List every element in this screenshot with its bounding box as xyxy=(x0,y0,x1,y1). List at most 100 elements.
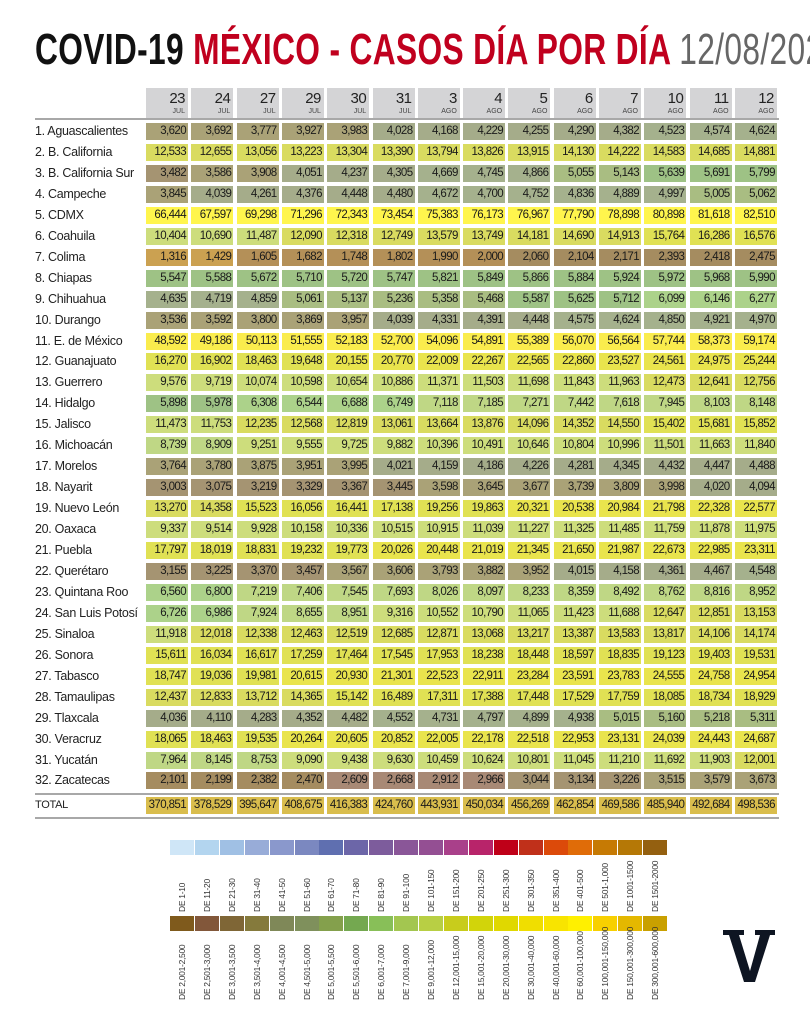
case-count-cell: 5,587 xyxy=(508,290,551,308)
case-count-cell: 10,515 xyxy=(372,521,415,539)
case-count-cell: 15,681 xyxy=(689,416,732,434)
case-count-cell: 3,075 xyxy=(191,479,234,497)
case-count-cell: 20,984 xyxy=(599,500,641,518)
case-count-cell: 6,277 xyxy=(734,290,777,308)
case-count-cell: 18,463 xyxy=(191,730,234,748)
legend-label: DE 351-400 xyxy=(550,869,561,912)
case-count-cell: 15,523 xyxy=(236,500,279,518)
case-count-cell: 24,039 xyxy=(644,730,687,748)
column-month: JUL xyxy=(399,108,412,115)
case-count-cell: 3,957 xyxy=(327,311,370,329)
case-count-cell: 2,382 xyxy=(236,772,279,790)
case-count-cell: 7,118 xyxy=(417,395,460,413)
state-name: 30. Veracruz xyxy=(35,731,102,746)
case-count-cell: 1,316 xyxy=(146,248,188,266)
case-count-cell: 20,026 xyxy=(372,542,415,559)
case-count-cell: 20,264 xyxy=(281,730,324,748)
case-count-cell: 22,911 xyxy=(463,667,506,685)
case-count-cell: 4,361 xyxy=(644,562,687,580)
case-count-cell: 10,396 xyxy=(417,437,460,455)
case-count-cell: 6,544 xyxy=(281,395,324,413)
case-count-cell: 20,930 xyxy=(327,667,370,685)
state-name: 23. Quintana Roo xyxy=(35,584,129,599)
case-count-cell: 4,168 xyxy=(417,123,460,140)
table-row: 6. Coahuila 10,404 10,690 11,487 12,090 12,31… xyxy=(35,227,780,245)
case-count-cell: 13,876 xyxy=(463,416,506,434)
case-count-cell: 18,597 xyxy=(553,646,596,664)
legend-swatch xyxy=(543,916,568,931)
case-count-cell: 4,020 xyxy=(689,479,732,497)
table-row: 19. Nuevo León 13,270 14,358 15,523 16,056 16… xyxy=(35,500,780,518)
logo-v-icon xyxy=(723,930,775,982)
table-row: 17. Morelos 3,764 3,780 3,875 3,951 3,995 4,02… xyxy=(35,458,780,476)
case-count-cell: 10,690 xyxy=(191,227,234,245)
case-count-cell: 23,131 xyxy=(599,730,641,748)
column-month: JUL xyxy=(172,108,185,115)
table-row: 16. Michoacán 8,739 8,909 9,251 9,555 9,725 9,… xyxy=(35,437,780,455)
legend-swatch xyxy=(419,916,443,931)
case-count-cell: 10,404 xyxy=(146,227,188,245)
legend-label: DE 2,501-3,000 xyxy=(201,944,212,1000)
case-count-cell: 20,321 xyxy=(508,500,551,518)
case-count-cell: 15,852 xyxy=(734,416,777,434)
case-count-cell: 5,236 xyxy=(372,290,415,308)
case-count-cell: 3,044 xyxy=(508,772,551,790)
case-count-cell: 4,488 xyxy=(734,458,777,476)
column-month: AGO xyxy=(531,108,548,115)
case-count-cell: 57,744 xyxy=(644,332,687,350)
state-name: 6. Coahuila xyxy=(35,228,95,243)
total-cell: 492,684 xyxy=(689,797,732,814)
table-row: 15. Jalisco 11,473 11,753 12,235 12,568 12,81… xyxy=(35,416,780,434)
case-count-cell: 6,726 xyxy=(146,604,188,622)
case-count-cell: 12,533 xyxy=(146,143,188,161)
case-count-cell: 5,866 xyxy=(508,269,551,287)
case-count-cell: 16,286 xyxy=(689,227,732,245)
case-count-cell: 10,074 xyxy=(236,374,279,392)
case-count-cell: 11,903 xyxy=(689,751,732,769)
legend-swatch xyxy=(194,916,219,931)
case-count-cell: 11,039 xyxy=(463,521,506,539)
case-count-cell: 11,210 xyxy=(599,751,641,769)
column-day: 30 xyxy=(350,90,367,107)
case-count-cell: 3,457 xyxy=(281,562,324,580)
case-count-cell: 22,009 xyxy=(417,353,460,371)
case-count-cell: 10,552 xyxy=(417,604,460,622)
case-count-cell: 5,672 xyxy=(236,269,279,287)
column-day: 7 xyxy=(630,90,638,107)
state-name: 22. Querétaro xyxy=(35,563,109,578)
state-name: 31. Yucatán xyxy=(35,752,98,767)
case-count-cell: 14,352 xyxy=(553,416,596,434)
case-count-cell: 23,591 xyxy=(553,667,596,685)
case-count-cell: 50,113 xyxy=(236,332,279,350)
case-count-cell: 5,218 xyxy=(689,709,732,727)
case-count-cell: 1,605 xyxy=(236,248,279,266)
case-count-cell: 19,403 xyxy=(689,646,732,664)
case-count-cell: 24,758 xyxy=(689,667,732,685)
case-count-cell: 58,373 xyxy=(689,332,732,350)
case-count-cell: 20,605 xyxy=(327,730,370,748)
legend-swatch xyxy=(294,840,319,855)
case-count-cell: 20,538 xyxy=(553,500,596,518)
case-count-cell: 81,618 xyxy=(689,206,732,224)
case-count-cell: 8,097 xyxy=(463,583,506,601)
case-count-cell: 10,158 xyxy=(281,521,324,539)
case-count-cell: 17,138 xyxy=(372,500,415,518)
state-name: 4. Campeche xyxy=(35,186,107,201)
case-count-cell: 19,535 xyxy=(236,730,279,748)
total-cell: 450,034 xyxy=(463,797,506,814)
case-count-cell: 13,061 xyxy=(372,416,415,434)
case-count-cell: 20,448 xyxy=(417,542,460,559)
case-count-cell: 22,005 xyxy=(417,730,460,748)
case-count-cell: 13,583 xyxy=(599,625,641,643)
case-count-cell: 19,773 xyxy=(327,542,370,559)
case-count-cell: 10,598 xyxy=(281,374,324,392)
case-count-cell: 12,851 xyxy=(689,604,732,622)
legend-label: DE 5,001-5,500 xyxy=(326,944,337,1000)
case-count-cell: 9,725 xyxy=(327,437,370,455)
legend-label: DE 4,501-5,000 xyxy=(301,944,312,1000)
case-count-cell: 19,863 xyxy=(463,500,506,518)
case-count-cell: 14,690 xyxy=(553,227,596,245)
case-count-cell: 12,749 xyxy=(372,227,415,245)
case-count-cell: 9,337 xyxy=(146,521,188,539)
case-count-cell: 3,673 xyxy=(734,772,777,790)
